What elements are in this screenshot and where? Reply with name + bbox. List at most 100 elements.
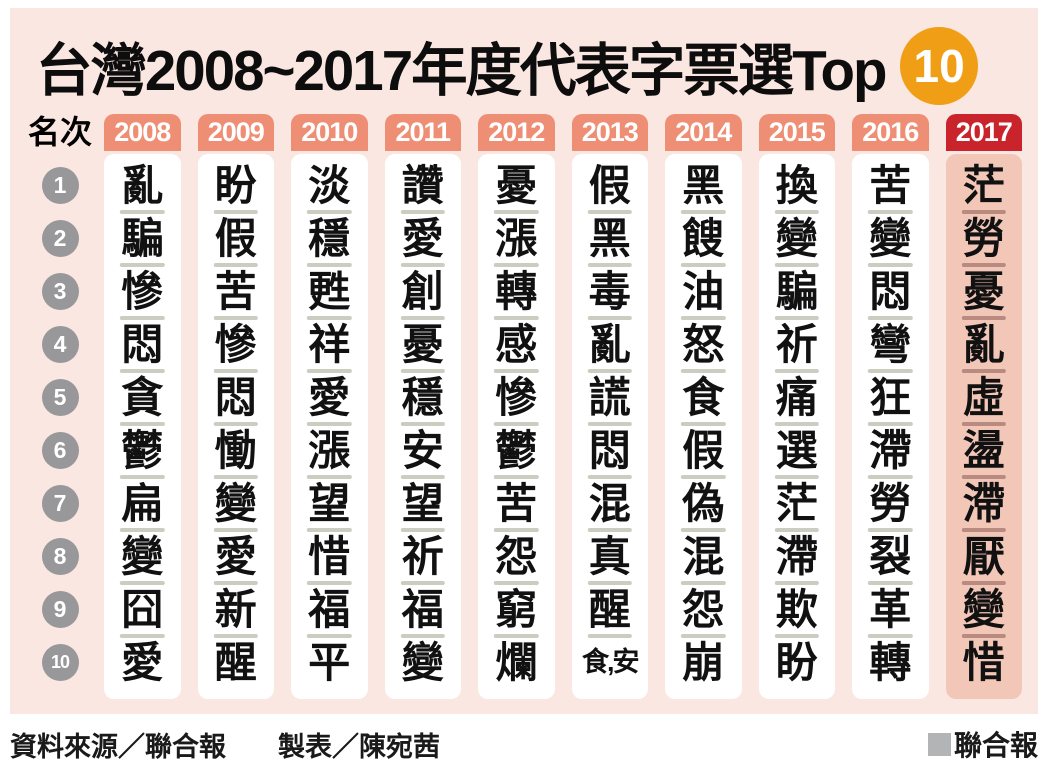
char-of-year: 慟 [214,426,257,474]
row-divider [774,528,819,532]
row-divider [774,634,819,638]
footer: 資料來源／聯合報 製表／陳宛茜 聯合報 [10,724,1038,764]
char-of-year: 假 [214,214,257,262]
char-cell: 騙 [759,265,836,320]
char-cell: 感 [478,318,555,373]
year-column-2017: 2017 茫勞憂亂虛盪滯厭變惜 [945,114,1023,699]
row-divider [120,528,165,532]
row-divider [868,263,913,267]
char-of-year: 穩 [401,373,444,421]
char-cell: 換 [759,159,836,214]
row-divider [120,634,165,638]
char-of-year: 騙 [775,267,818,315]
char-of-year: 變 [121,532,164,580]
char-cell: 苦 [198,265,275,320]
char-cell: 穩 [291,212,368,267]
char-of-year: 慘 [495,373,538,421]
row-divider [307,422,352,426]
char-of-year: 騙 [121,214,164,262]
char-of-year: 假 [588,161,631,209]
char-of-year: 崩 [682,638,725,686]
char-of-year: 淡 [308,161,351,209]
char-cell: 盼 [198,159,275,214]
char-cell: 騙 [104,212,181,267]
row-divider [681,422,726,426]
char-cell: 彎 [852,318,929,373]
char-of-year: 轉 [495,267,538,315]
char-cell: 黑 [572,212,649,267]
row-divider [961,528,1006,532]
rank-number: 3 [41,273,79,310]
rank-cell: 4 [41,318,79,371]
year-column-body: 假黑毒亂謊悶混真醒食,安 [571,154,649,699]
row-divider [868,422,913,426]
char-of-year: 狂 [869,373,912,421]
char-cell: 愛 [385,212,462,267]
row-divider [868,369,913,373]
char-cell: 穩 [385,371,462,426]
row-divider [587,316,632,320]
char-cell: 變 [104,530,181,585]
row-divider [307,210,352,214]
char-of-year: 悶 [214,373,257,421]
row-divider [868,316,913,320]
row-divider [681,528,726,532]
row-divider [681,369,726,373]
char-of-year: 穩 [308,214,351,262]
credit-text: 製表／陳宛茜 [278,731,440,762]
row-divider [961,475,1006,479]
char-cell: 餿 [665,212,742,267]
rank-number: 9 [41,591,79,628]
char-of-year: 憂 [401,320,444,368]
row-divider [120,475,165,479]
rank-cell: 9 [41,583,79,636]
char-of-year: 福 [401,585,444,633]
ranking-table: 名次 1 2 3 4 5 6 7 8 9 10 2008 亂騙慘悶貪鬱扁變囧愛 2009 盼假苦慘悶慟變… [10,114,1038,699]
year-column-2011: 2011 讚愛創憂穩安望祈福變 [384,114,462,699]
char-cell: 悶 [572,424,649,479]
row-divider [961,581,1006,585]
char-of-year: 扁 [121,479,164,527]
char-of-year: 讚 [401,161,444,209]
row-divider [774,475,819,479]
year-column-body: 讚愛創憂穩安望祈福變 [384,154,462,699]
char-of-year: 食 [682,373,725,421]
char-cell: 望 [385,477,462,532]
row-divider [868,210,913,214]
row-divider [307,263,352,267]
row-divider [681,263,726,267]
row-divider [213,316,258,320]
row-divider [307,581,352,585]
char-of-year: 惜 [962,638,1005,686]
char-cell: 革 [852,583,929,638]
char-cell: 慘 [104,265,181,320]
char-of-year: 囧 [121,585,164,633]
row-divider [681,475,726,479]
row-divider [213,475,258,479]
source-text: 資料來源／聯合報 [10,731,226,762]
char-of-year: 惜 [308,532,351,580]
char-cell: 偽 [665,477,742,532]
rank-number: 2 [41,220,79,257]
char-cell: 盪 [946,424,1023,479]
char-cell: 憂 [385,318,462,373]
char-of-year: 漲 [308,426,351,474]
char-of-year: 食,安 [581,647,639,677]
char-cell: 虛 [946,371,1023,426]
char-of-year: 盪 [962,426,1005,474]
row-divider [213,369,258,373]
char-of-year: 苦 [495,479,538,527]
row-divider [400,422,445,426]
row-divider [494,422,539,426]
char-cell: 盼 [759,636,836,689]
char-of-year: 望 [308,479,351,527]
char-cell: 慟 [198,424,275,479]
char-of-year: 勞 [869,479,912,527]
char-cell: 怒 [665,318,742,373]
row-divider [120,263,165,267]
year-column-2008: 2008 亂騙慘悶貪鬱扁變囧愛 [104,114,181,699]
char-cell: 甦 [291,265,368,320]
char-of-year: 福 [308,585,351,633]
row-divider [587,263,632,267]
